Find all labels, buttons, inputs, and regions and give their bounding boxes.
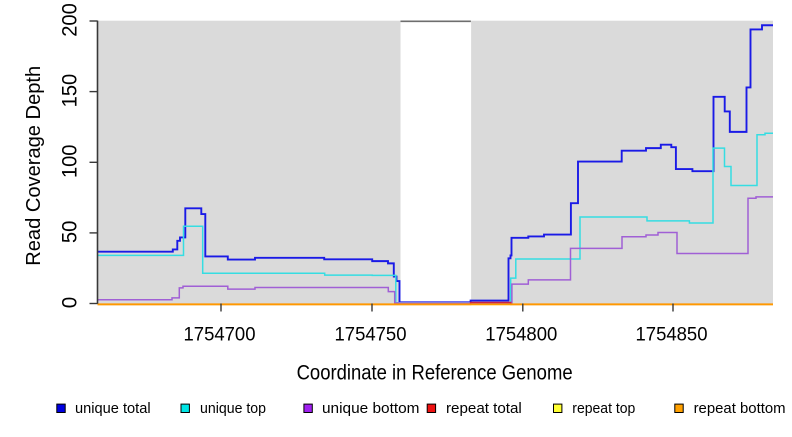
svg-text:1754850: 1754850 [636, 323, 708, 345]
svg-text:repeat bottom: repeat bottom [694, 400, 786, 417]
svg-text:Read Coverage Depth: Read Coverage Depth [23, 66, 45, 266]
svg-text:1754800: 1754800 [485, 323, 557, 345]
svg-text:1754750: 1754750 [335, 323, 407, 345]
svg-text:unique total: unique total [75, 400, 151, 417]
svg-text:100: 100 [59, 145, 82, 179]
svg-text:unique bottom: unique bottom [322, 400, 420, 417]
svg-text:150: 150 [59, 74, 82, 108]
svg-text:200: 200 [59, 3, 82, 37]
svg-text:unique top: unique top [200, 400, 266, 417]
svg-text:50: 50 [59, 221, 82, 244]
svg-text:repeat total: repeat total [446, 400, 522, 417]
svg-text:Coordinate in Reference Genome: Coordinate in Reference Genome [297, 361, 573, 385]
svg-text:0: 0 [59, 297, 82, 309]
svg-text:repeat top: repeat top [572, 400, 635, 417]
svg-text:1754700: 1754700 [184, 323, 256, 345]
